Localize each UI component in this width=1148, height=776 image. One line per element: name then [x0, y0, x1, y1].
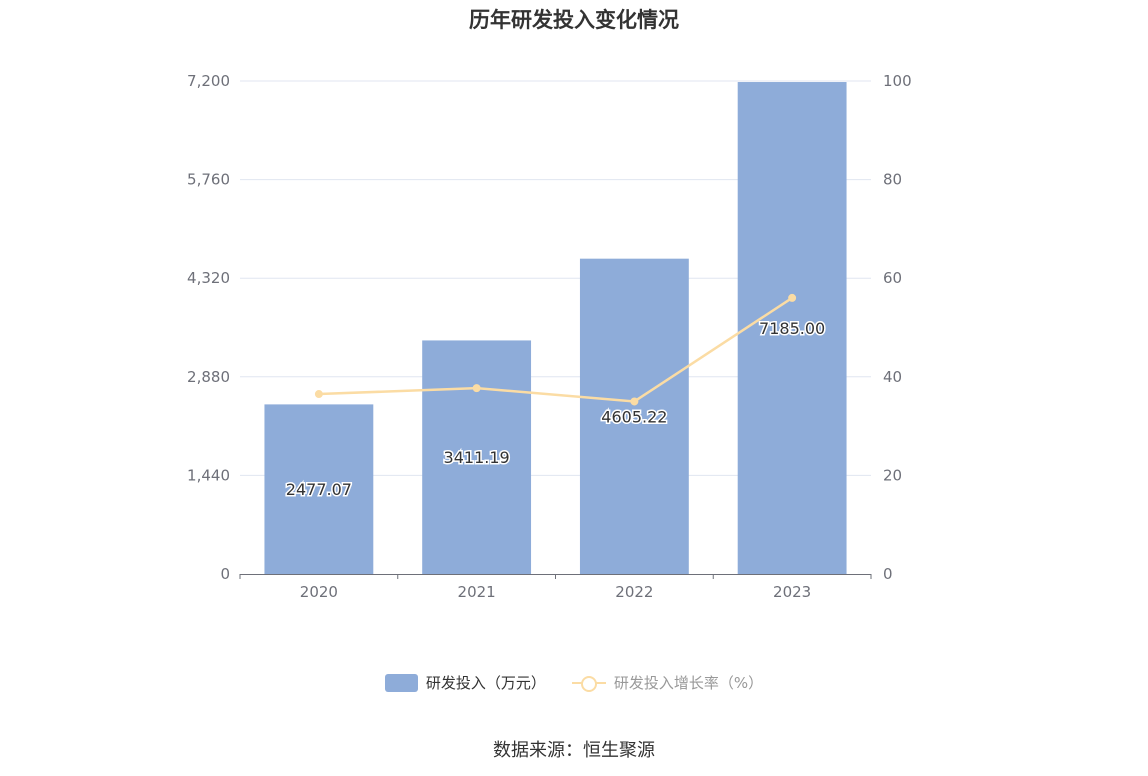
bar [422, 340, 532, 574]
y-right-tick-label: 20 [883, 466, 902, 484]
y-left-tick-label: 7,200 [187, 72, 230, 90]
x-tick-label: 2021 [458, 583, 496, 601]
bar [579, 258, 689, 574]
bar-data-label: 7185.00 [759, 319, 825, 338]
legend-line-swatch [571, 674, 606, 692]
growth-line [318, 296, 793, 403]
legend: 研发投入（万元） 研发投入增长率（%） [0, 672, 1148, 693]
y-right-tick-label: 100 [883, 72, 912, 90]
chart-plot: 0 1,440 2,880 4,320 5,760 7,200 0 20 40 60 80 100 20… [187, 72, 912, 601]
line-series [314, 293, 797, 406]
y-right-tick-label: 80 [883, 171, 902, 189]
bar-data-label: 3411.19 [444, 448, 510, 467]
bar [264, 404, 374, 574]
x-tick-label: 2020 [300, 583, 338, 601]
data-labels: 2477.07 3411.19 4605.22 7185.00 [284, 318, 826, 501]
y-left-tick-label: 2,880 [187, 368, 230, 386]
legend-item-rd-investment[interactable]: 研发投入（万元） [384, 672, 546, 693]
legend-bar-swatch [384, 673, 418, 692]
y-left-tick-label: 0 [220, 565, 230, 583]
x-tick-label: 2023 [773, 583, 811, 601]
legend-item-growth-rate[interactable]: 研发投入增长率（%） [571, 672, 764, 693]
y-right-tick-label: 60 [883, 269, 902, 287]
y-left-tick-label: 5,760 [187, 171, 230, 189]
bar-data-label: 2477.07 [286, 480, 352, 499]
bar [737, 82, 847, 574]
source-text: 数据来源：恒生聚源 [493, 740, 655, 761]
y-right-tick-label: 40 [883, 368, 902, 386]
line-point [314, 390, 323, 399]
y-left-tick-label: 1,440 [187, 466, 230, 484]
y-right-tick-label: 0 [883, 565, 893, 583]
legend-label-rd-investment: 研发投入（万元） [425, 674, 546, 692]
y-left-tick-label: 4,320 [187, 269, 230, 287]
axes: 0 1,440 2,880 4,320 5,760 7,200 0 20 40 60 80 100 20… [187, 72, 912, 601]
x-tick-label: 2022 [615, 583, 653, 601]
line-point [630, 397, 639, 406]
line-point [472, 384, 481, 393]
chart-title: 历年研发投入变化情况 [469, 8, 679, 32]
legend-label-growth-rate: 研发投入增长率（%） [613, 674, 764, 692]
line-point [788, 293, 797, 302]
bar-data-label: 4605.22 [601, 407, 667, 426]
bar-series [264, 82, 847, 574]
